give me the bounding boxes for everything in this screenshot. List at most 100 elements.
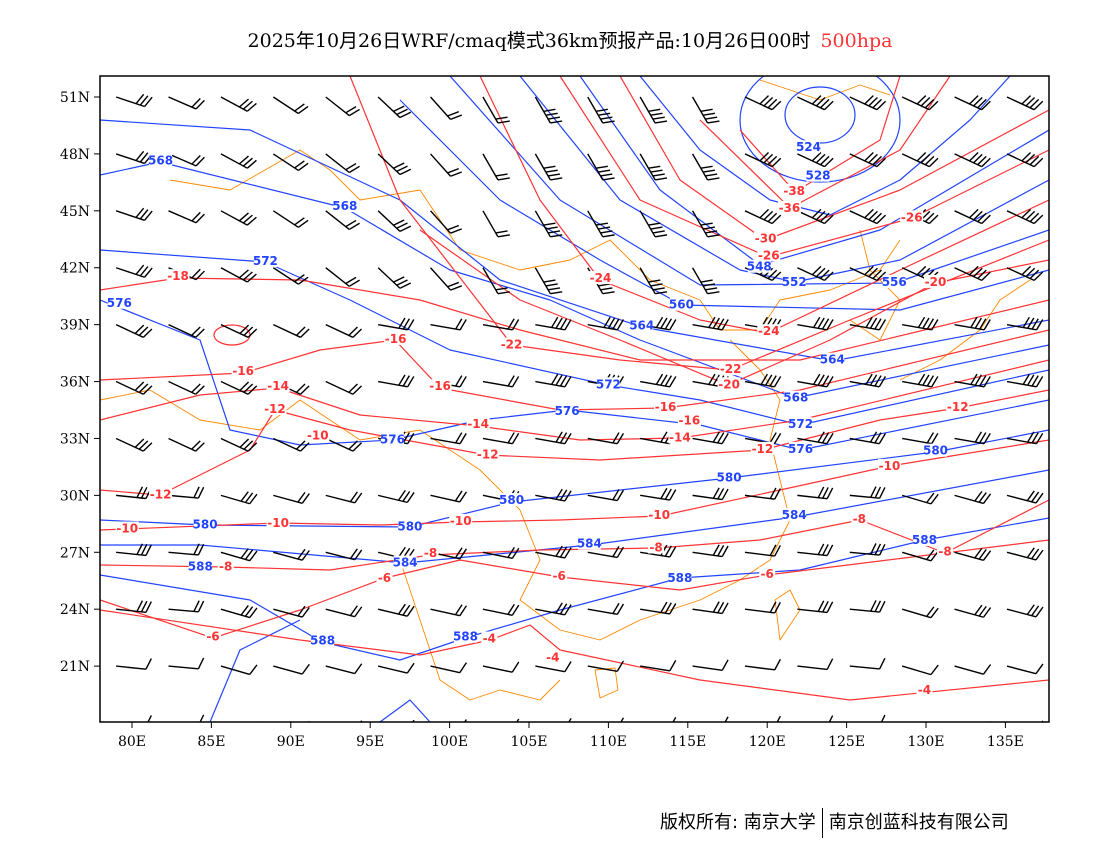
label-bg — [789, 441, 813, 455]
label-bg — [747, 259, 771, 273]
wind-barb — [640, 487, 677, 501]
wind-barb — [620, 717, 625, 722]
temperature-contour-label: -18 — [167, 269, 189, 283]
label-bg — [757, 324, 781, 338]
wind-barb — [482, 432, 520, 445]
wind-barb — [272, 96, 309, 115]
temperature-contour-label: -6 — [553, 569, 566, 583]
label-bg — [806, 168, 830, 182]
wind-barb — [220, 267, 257, 283]
label-bg — [719, 362, 743, 376]
height-contour-label: 564 — [629, 319, 654, 333]
wind-barb — [797, 152, 834, 168]
wind-barb — [482, 546, 520, 560]
temperature-contour-label: -16 — [679, 413, 701, 427]
footer: 版权所有: 南京大学 南京创蓝科技有限公司 — [660, 808, 1009, 838]
lon-tick-label: 110E — [590, 734, 627, 750]
wind-barb — [168, 486, 205, 499]
lon-tick-label: 85E — [197, 734, 225, 750]
wind-barb — [220, 664, 258, 676]
temperature-contour-label: -16 — [429, 379, 451, 393]
label-bg — [500, 337, 524, 351]
label-bg — [789, 417, 813, 431]
height-contour-label: 584 — [782, 508, 807, 522]
wind-barb — [378, 317, 415, 331]
height-contour-label: 576 — [107, 296, 132, 310]
wind-barb — [255, 721, 258, 722]
temperature-contour-label: -10 — [267, 516, 289, 530]
wind-barb — [901, 549, 939, 562]
wind-barb — [849, 95, 887, 111]
wind-barb — [273, 437, 310, 452]
title-text: 2025年10月26日WRF/cmaq模式36km预报产品:10月26日00时 — [247, 30, 811, 52]
wind-barb — [1006, 373, 1044, 388]
lon-tick-label: 105E — [511, 734, 548, 750]
wind-barb — [272, 153, 309, 171]
lat-tick-label: 24N — [60, 602, 90, 618]
wind-barb — [692, 544, 729, 558]
wind-barb — [797, 600, 834, 614]
wind-barb — [168, 657, 205, 670]
wind-barb — [849, 600, 886, 613]
temperature-contour-label: -12 — [947, 400, 969, 414]
temperature-contour-label: -30 — [755, 231, 777, 245]
label-bg — [946, 400, 970, 414]
height-contour-label: 568 — [148, 153, 173, 167]
wind-barb — [220, 380, 258, 395]
wind-barb — [220, 210, 257, 226]
label-bg — [717, 377, 741, 391]
wind-barb — [692, 316, 729, 331]
wind-barb — [902, 432, 939, 445]
wind-barb — [220, 437, 258, 452]
lat-tick-label: 51N — [60, 90, 90, 106]
temperature-contour-label: -36 — [779, 201, 801, 215]
wind-barb — [115, 93, 153, 108]
wind-barb — [691, 96, 720, 124]
wind-barb — [797, 486, 834, 500]
label-bg — [757, 248, 781, 262]
wind-barb — [168, 543, 205, 556]
label-bg — [916, 682, 933, 696]
label-bg — [217, 559, 234, 573]
wind-barb — [534, 96, 563, 124]
wind-barb — [902, 373, 939, 388]
label-bg — [668, 570, 692, 584]
wind-barb — [430, 96, 462, 121]
wind-barb — [954, 265, 991, 282]
temperature-contour-label: -8 — [219, 559, 232, 573]
wind-barb — [692, 431, 729, 445]
label-bg — [877, 458, 901, 472]
lat-tick-label: 33N — [60, 431, 90, 447]
wind-barb — [901, 606, 939, 619]
wind-barb — [115, 380, 153, 395]
height-contour-label: 580 — [717, 470, 742, 484]
temperature-contour-label: -8 — [938, 544, 951, 558]
wind-barb — [954, 208, 991, 225]
lat-tick-label: 42N — [60, 261, 90, 277]
wind-barb — [587, 545, 625, 559]
wind-barb — [535, 373, 572, 388]
temperature-contour-label: -8 — [853, 512, 866, 526]
height-contour-label: 568 — [783, 391, 808, 405]
wind-barb — [639, 267, 668, 295]
wind-barb — [797, 95, 834, 111]
label-bg — [777, 200, 801, 214]
wind-barb — [325, 267, 360, 287]
coastline-borders — [100, 79, 1031, 701]
height-contour-label: 580 — [397, 520, 422, 534]
wind-barb — [168, 437, 205, 452]
label-bg — [784, 390, 808, 404]
temperature-contour-label: -26 — [758, 248, 780, 262]
wind-barb — [430, 267, 462, 291]
wind-barb — [1006, 95, 1044, 111]
height-contour-label: 576 — [788, 442, 813, 456]
wind-barb — [482, 661, 520, 673]
wind-barb — [691, 267, 720, 295]
label-bg — [500, 493, 524, 507]
temperature-contour-label: -6 — [206, 630, 219, 644]
lon-tick-label: 135E — [987, 734, 1024, 750]
temperature-contour-label: -14 — [467, 417, 489, 431]
wind-barb — [744, 658, 781, 671]
temperature-contour-label: -22 — [501, 338, 523, 352]
wind-barb — [273, 548, 310, 561]
